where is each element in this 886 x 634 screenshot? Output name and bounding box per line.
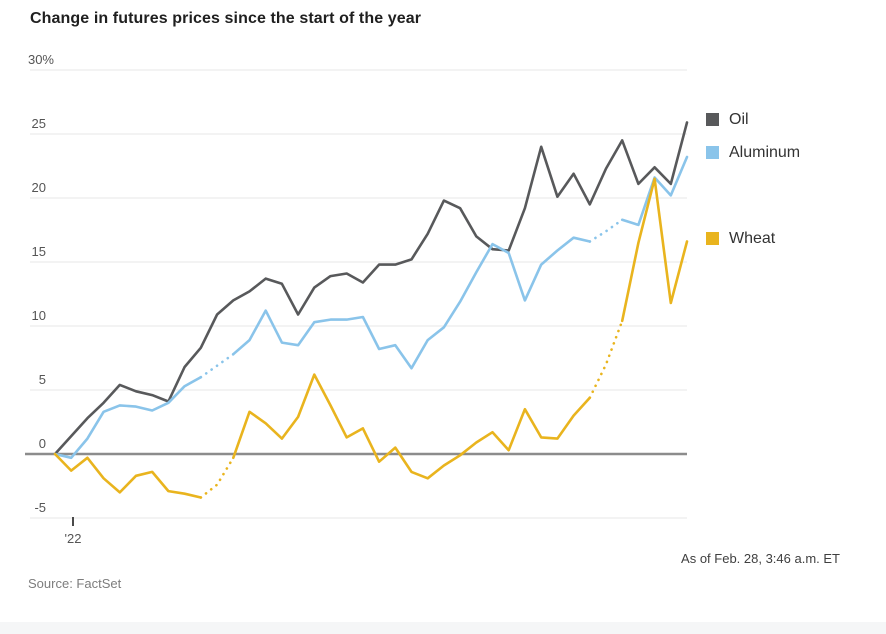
page-title: Change in futures prices since the start… [30, 10, 422, 27]
wheat-legend-swatch [706, 232, 719, 245]
wheat-line [620, 177, 689, 323]
y-axis-label: 25 [31, 116, 46, 131]
y-axis-label: 15 [31, 244, 46, 259]
y-axis-label: 0 [38, 436, 46, 451]
legend-item-aluminum: Aluminum [706, 143, 800, 162]
aluminum-line-dotted [588, 218, 624, 243]
legend-item-oil: Oil [706, 110, 749, 129]
source-note: Source: FactSet [28, 576, 122, 591]
oil-legend-label: Oil [729, 111, 749, 128]
wheat-line-dotted [199, 456, 235, 499]
x-axis-label-22: '22 [64, 531, 82, 546]
wheat-line [53, 452, 203, 499]
y-axis-label: 10 [31, 308, 46, 323]
aluminum-line [620, 155, 689, 227]
aluminum-line [53, 375, 203, 460]
aluminum-legend-label: Aluminum [729, 144, 801, 161]
y-axis-label: -5 [34, 500, 46, 515]
wheat-line-dotted [588, 319, 624, 400]
bottom-strip [0, 622, 886, 634]
y-axis-label: 30% [27, 52, 54, 67]
oil-line [53, 121, 689, 456]
legend-item-wheat: Wheat [706, 229, 775, 248]
y-axis-label: 20 [31, 180, 46, 195]
oil-legend-swatch [706, 113, 719, 126]
as-of-note: As of Feb. 28, 3:46 a.m. ET [681, 551, 840, 566]
aluminum-legend-swatch [706, 146, 719, 159]
aluminum-line-dotted [199, 352, 235, 379]
wheat-legend-label: Wheat [729, 230, 776, 247]
aluminum-line [232, 236, 592, 370]
wheat-line [232, 373, 592, 480]
y-axis-label: 5 [38, 372, 46, 387]
